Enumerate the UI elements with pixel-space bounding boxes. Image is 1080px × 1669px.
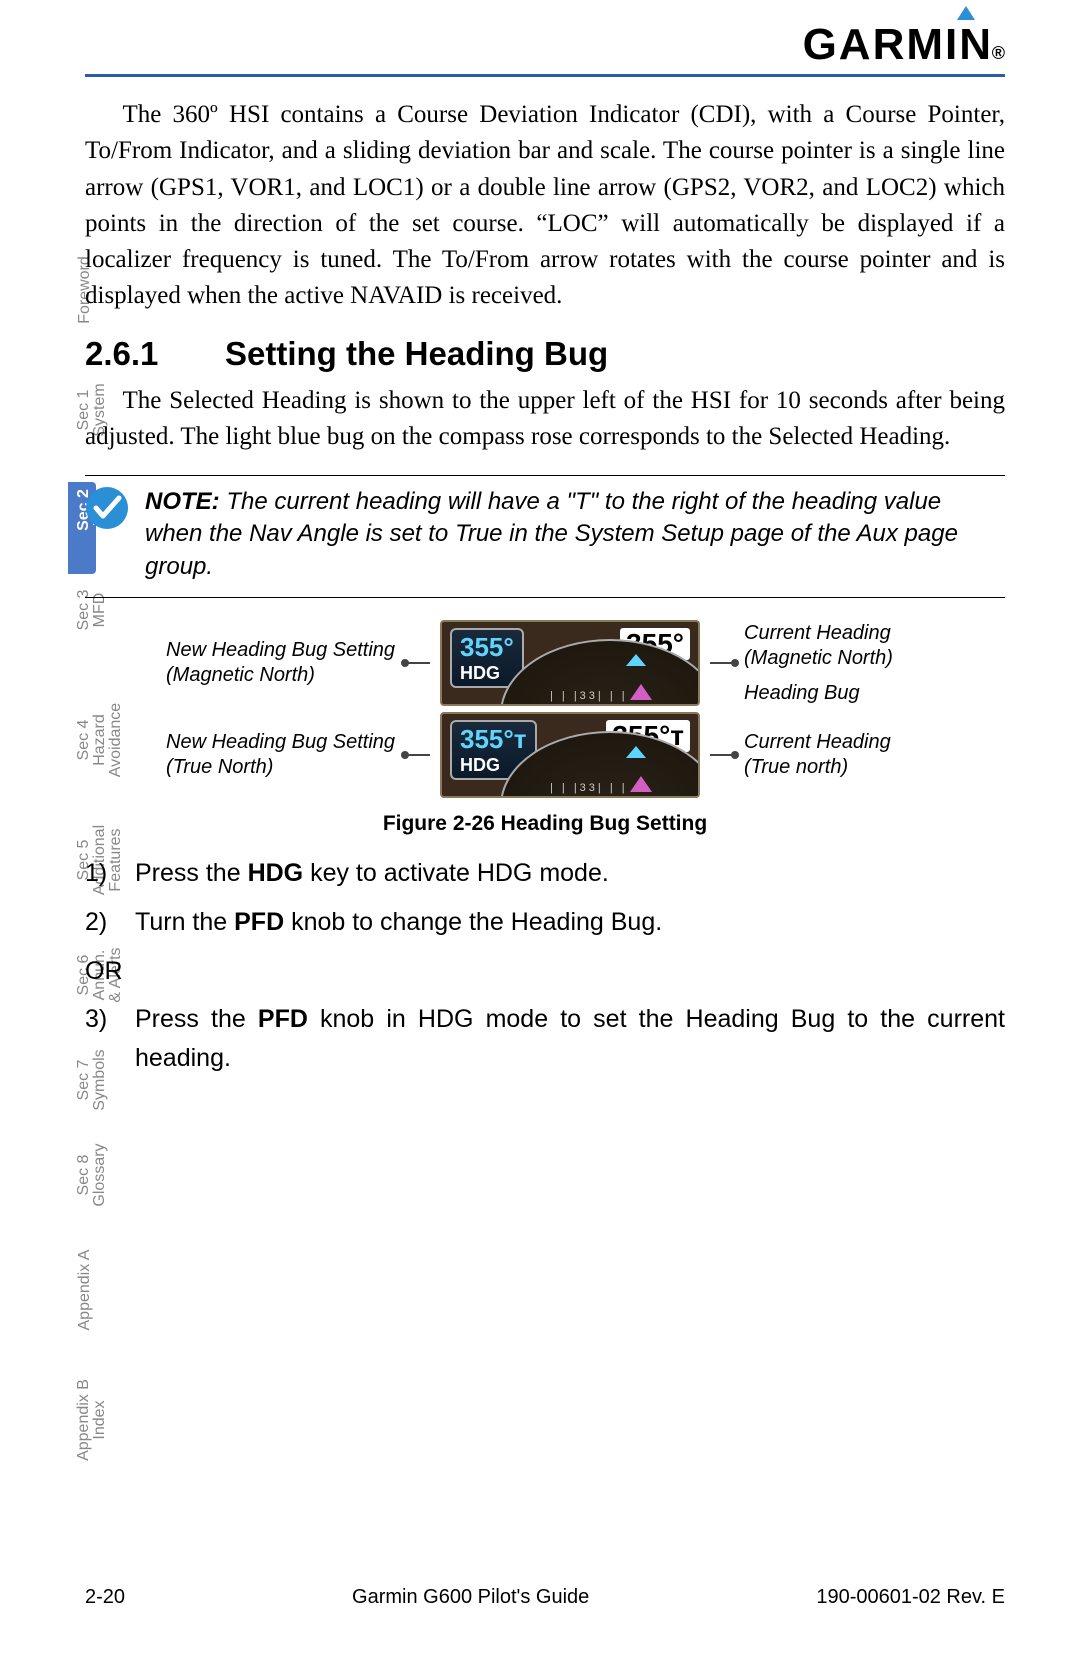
course-pointer-icon — [630, 684, 652, 700]
section-number: 2.6.1 — [85, 335, 225, 373]
note-box: NOTE: The current heading will have a "T… — [85, 475, 1005, 598]
section-title: Setting the Heading Bug — [225, 335, 608, 372]
heading-bug-icon — [626, 654, 646, 666]
fig-right-label-1b: Heading Bug — [744, 681, 914, 706]
garmin-logo: GARMIN® — [803, 20, 1005, 70]
intro-paragraph: The 360º HSI contains a Course Deviation… — [85, 97, 1005, 315]
logo-dot: ® — [992, 43, 1007, 64]
footer-title: Garmin G600 Pilot's Guide — [352, 1586, 589, 1609]
leader-line — [406, 754, 430, 756]
tab-sec8[interactable]: Sec 8Glossary — [76, 1115, 108, 1235]
step-body-1: Press the HDG key to activate HDG mode. — [135, 854, 1005, 893]
compass-ticks: | | |33| | | — [550, 690, 628, 702]
leader-line — [710, 662, 734, 664]
fig-right-label-2a: Current Heading (True north) — [744, 730, 914, 780]
compass-ticks: | | |33| | | — [550, 782, 628, 794]
footer-page: 2-20 — [85, 1586, 125, 1609]
section-paragraph: The Selected Heading is shown to the upp… — [85, 383, 1005, 456]
course-pointer-icon — [630, 776, 652, 792]
note-check-icon — [85, 486, 129, 530]
hsi-panel-1: 355° HDG 355° | | |33| | | — [440, 620, 700, 706]
figure-caption: Figure 2-26 Heading Bug Setting — [85, 812, 1005, 836]
section-heading: 2.6.1Setting the Heading Bug — [85, 335, 1005, 373]
note-text: NOTE: The current heading will have a "T… — [145, 486, 1005, 583]
hsi-box-hdg-1: HDG — [460, 663, 514, 684]
tab-appa[interactable]: Appendix A — [76, 1230, 94, 1350]
step1-post: key to activate HDG mode. — [303, 859, 609, 887]
step2-post: knob to change the Heading Bug. — [284, 908, 662, 936]
logo-text: GARMIN — [803, 20, 993, 69]
step-3: 3) Press the PFD knob in HDG mode to set… — [85, 1000, 1005, 1078]
step-2: 2) Turn the PFD knob to change the Headi… — [85, 903, 1005, 942]
figure-row-1: New Heading Bug Setting (Magnetic North)… — [85, 620, 1005, 706]
step1-bold: HDG — [248, 859, 304, 887]
step1-pre: Press the — [135, 859, 248, 887]
figure-row-2: New Heading Bug Setting (True North) 355… — [85, 712, 1005, 798]
step-body-3: Press the PFD knob in HDG mode to set th… — [135, 1000, 1005, 1078]
step-num-1: 1) — [85, 854, 135, 893]
page-content: GARMIN® The 360º HSI contains a Course D… — [85, 20, 1005, 1088]
note-body: The current heading will have a "T" to t… — [145, 488, 958, 580]
step-1: 1) Press the HDG key to activate HDG mod… — [85, 854, 1005, 893]
fig-left-label-1: New Heading Bug Setting (Magnetic North) — [166, 638, 396, 688]
hsi-panel-2: 355°ᴛ HDG 355°ᴛ | | |33| | | — [440, 712, 700, 798]
step3-bold: PFD — [258, 1005, 308, 1033]
fig-left-label-2: New Heading Bug Setting (True North) — [166, 730, 396, 780]
header-row: GARMIN® — [85, 20, 1005, 77]
step-num-3: 3) — [85, 1000, 135, 1078]
procedure-steps: 1) Press the HDG key to activate HDG mod… — [85, 854, 1005, 1078]
step-num-2: 2) — [85, 903, 135, 942]
page-footer: 2-20 Garmin G600 Pilot's Guide 190-00601… — [85, 1586, 1005, 1609]
step2-bold: PFD — [234, 908, 284, 936]
hsi-box-val-2: 355°ᴛ — [460, 724, 527, 755]
logo-triangle-icon — [957, 6, 975, 20]
hsi-box-val-1: 355° — [460, 632, 514, 663]
tab-appb[interactable]: Appendix BIndex — [76, 1360, 108, 1480]
leader-line — [406, 662, 430, 664]
heading-bug-icon — [626, 746, 646, 758]
note-label: NOTE: — [145, 488, 220, 515]
footer-rev: 190-00601-02 Rev. E — [816, 1586, 1005, 1609]
fig-right-label-1a: Current Heading (Magnetic North) — [744, 621, 914, 671]
step-body-2: Turn the PFD knob to change the Heading … — [135, 903, 1005, 942]
step-or: OR — [85, 952, 1005, 991]
step2-pre: Turn the — [135, 908, 234, 936]
figure-block: New Heading Bug Setting (Magnetic North)… — [85, 620, 1005, 836]
leader-line — [710, 754, 734, 756]
step3-pre: Press the — [135, 1005, 258, 1033]
